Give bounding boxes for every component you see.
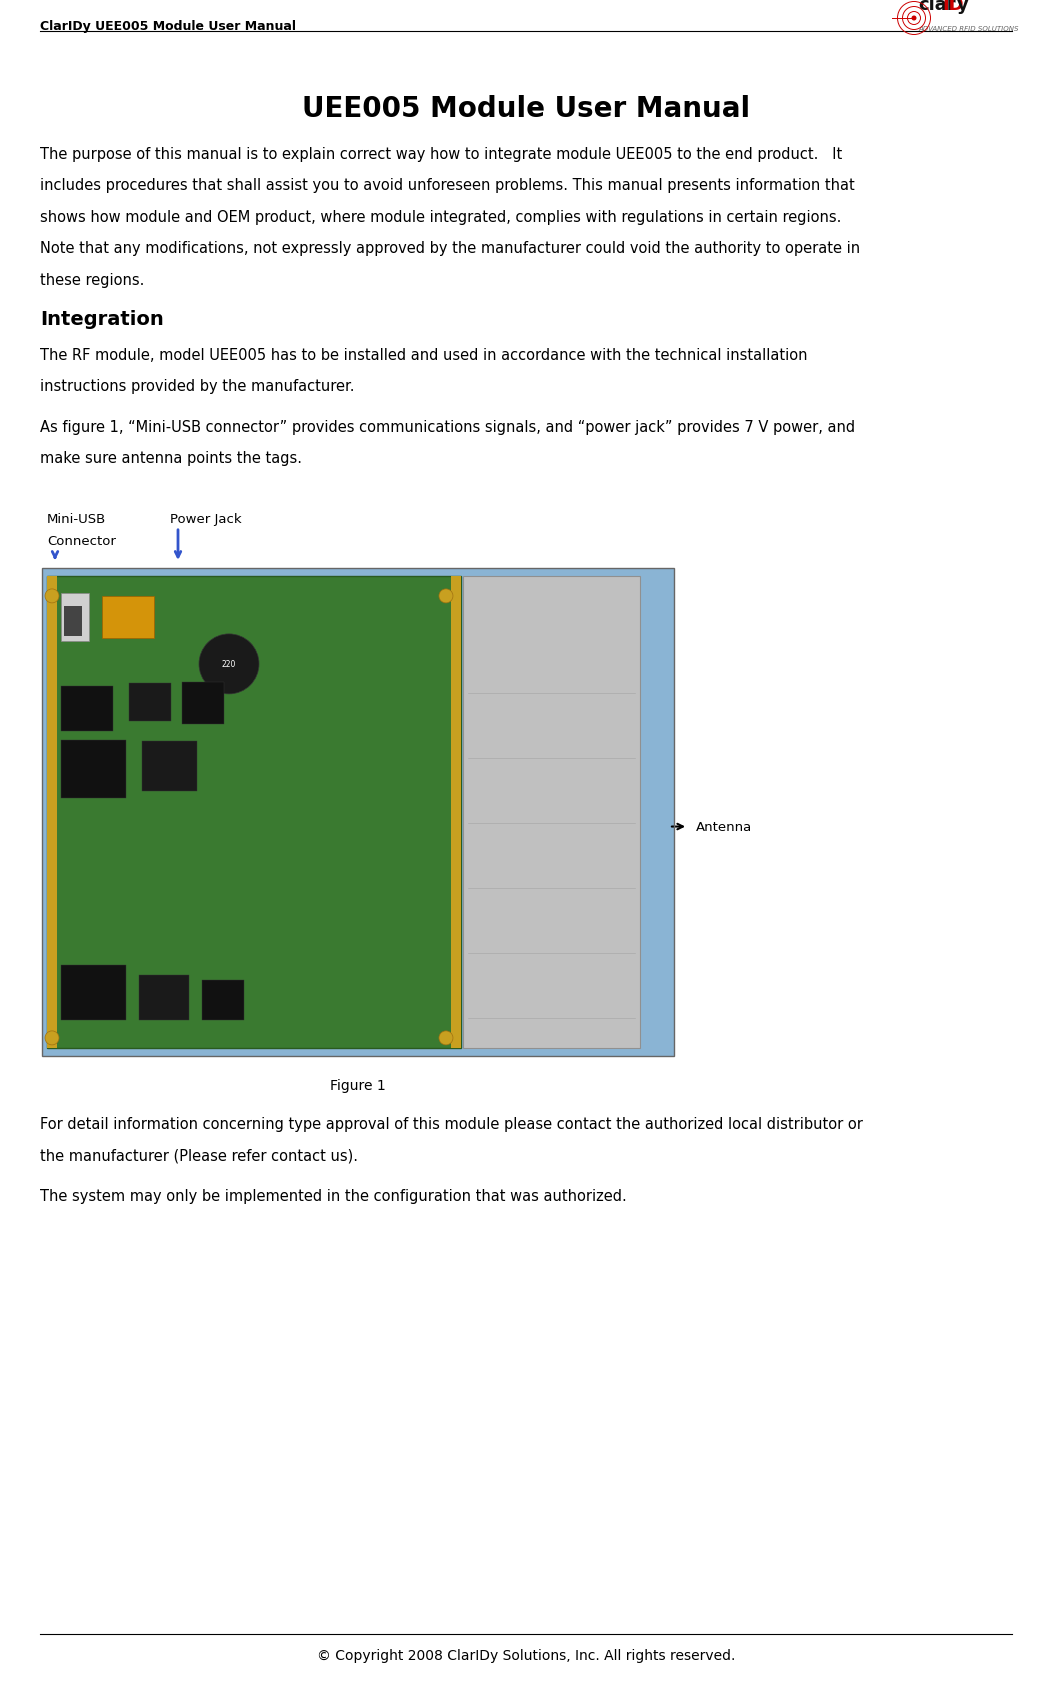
Circle shape [45,1031,59,1045]
Bar [47,577,461,1048]
Bar [102,597,154,639]
Bar [61,686,113,732]
Text: y: y [957,0,969,13]
Bar [61,965,126,1021]
Bar [202,981,244,1021]
Bar [42,569,674,1056]
Text: As figure 1, “Mini-USB connector” provides communications signals, and “power ja: As figure 1, “Mini-USB connector” provid… [40,419,855,434]
Text: The RF module, model UEE005 has to be installed and used in accordance with the : The RF module, model UEE005 has to be in… [40,348,808,363]
Bar [42,569,674,1056]
Circle shape [45,590,59,604]
Bar [142,742,197,792]
Bar [463,577,640,1048]
Text: For detail information concerning type approval of this module please contact th: For detail information concerning type a… [40,1117,863,1132]
Text: Figure 1: Figure 1 [330,1078,386,1092]
Text: includes procedures that shall assist you to avoid unforeseen problems. This man: includes procedures that shall assist yo… [40,178,854,193]
Bar [61,594,89,641]
Text: Note that any modifications, not expressly approved by the manufacturer could vo: Note that any modifications, not express… [40,241,861,256]
Bar [139,976,189,1021]
Text: Connector: Connector [47,535,116,548]
Text: ADVANCED RFID SOLUTIONS: ADVANCED RFID SOLUTIONS [918,25,1018,32]
Circle shape [199,634,259,695]
Bar [61,740,126,799]
Bar [64,607,82,636]
Text: © Copyright 2008 ClarIDy Solutions, Inc. All rights reserved.: © Copyright 2008 ClarIDy Solutions, Inc.… [317,1648,735,1662]
Text: instructions provided by the manufacturer.: instructions provided by the manufacture… [40,378,355,394]
Bar [451,577,461,1048]
Text: ClarIDy UEE005 Module User Manual: ClarIDy UEE005 Module User Manual [40,20,296,34]
Bar [47,577,57,1048]
Text: The purpose of this manual is to explain correct way how to integrate module UEE: The purpose of this manual is to explain… [40,146,843,161]
Circle shape [439,1031,453,1045]
Text: The system may only be implemented in the configuration that was authorized.: The system may only be implemented in th… [40,1187,627,1203]
Text: clar: clar [918,0,955,13]
Text: shows how module and OEM product, where module integrated, complies with regulat: shows how module and OEM product, where … [40,210,842,225]
Text: Power Jack: Power Jack [170,513,242,525]
Text: ID: ID [943,0,964,13]
Text: UEE005 Module User Manual: UEE005 Module User Manual [302,94,750,123]
Text: 220: 220 [222,659,237,669]
Circle shape [912,17,916,20]
Text: Integration: Integration [40,309,164,328]
Circle shape [439,590,453,604]
Bar [182,683,224,725]
Bar [129,683,171,722]
Text: Antenna: Antenna [696,821,752,834]
Text: these regions.: these regions. [40,272,144,288]
Text: Mini-USB: Mini-USB [47,513,106,525]
Text: the manufacturer (Please refer contact us).: the manufacturer (Please refer contact u… [40,1147,358,1162]
Text: make sure antenna points the tags.: make sure antenna points the tags. [40,451,302,466]
